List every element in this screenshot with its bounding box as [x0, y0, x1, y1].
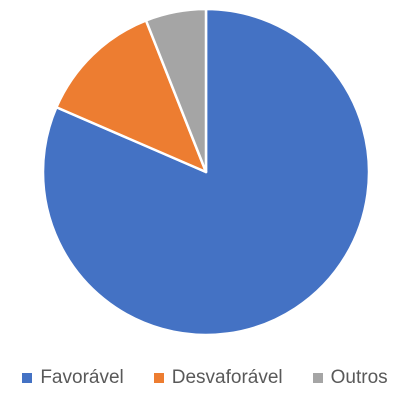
legend-item-favoravel: Favorável: [22, 367, 124, 389]
pie-slice-outros: [144, 7, 208, 174]
legend-label-favoravel: Favorável: [40, 367, 124, 388]
legend-swatch-outros: [312, 373, 323, 383]
pie-plot-area: [41, 7, 371, 337]
legend-swatch-favoravel: [22, 373, 33, 383]
legend-item-desvaforavel: Desvaforável: [153, 367, 283, 389]
legend: Favorável Desvaforável Outros: [0, 364, 410, 392]
pie-slice-desvaforavel: [55, 19, 208, 174]
legend-label-outros: Outros: [330, 367, 388, 388]
legend-item-outros: Outros: [312, 367, 388, 389]
legend-swatch-desvaforavel: [153, 373, 164, 383]
legend-label-desvaforavel: Desvaforável: [171, 367, 283, 388]
